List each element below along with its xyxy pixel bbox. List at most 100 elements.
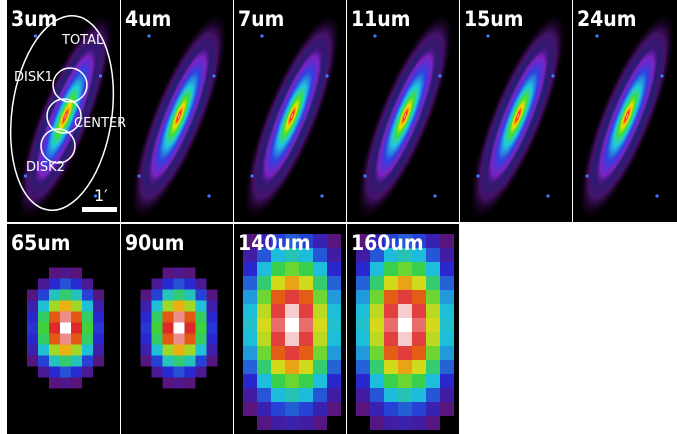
pixel <box>285 290 299 304</box>
panel: 24um <box>562 0 677 228</box>
pixel <box>27 301 38 312</box>
pixel <box>38 290 49 301</box>
pixel <box>313 290 327 304</box>
pixel <box>370 402 384 416</box>
panel: 140um <box>234 224 346 434</box>
pixel <box>271 402 285 416</box>
pixel <box>27 290 38 301</box>
pixel <box>185 301 196 312</box>
pixel <box>257 346 271 360</box>
pixel <box>163 378 174 389</box>
pixel <box>163 290 174 301</box>
pixel <box>398 318 412 332</box>
pixel <box>257 360 271 374</box>
scale-label: 1′ <box>94 186 108 205</box>
star <box>34 34 37 37</box>
pixel <box>38 323 49 334</box>
pixel <box>271 304 285 318</box>
pixel <box>426 304 440 318</box>
panel: 160um <box>347 224 459 434</box>
pixel <box>299 332 313 346</box>
pixel <box>257 262 271 276</box>
pixel <box>152 279 163 290</box>
pixel <box>174 356 185 367</box>
pixel <box>49 301 60 312</box>
star <box>438 74 441 77</box>
pixel <box>71 268 82 279</box>
pixel <box>285 346 299 360</box>
pixel <box>384 346 398 360</box>
star <box>99 74 102 77</box>
pixel <box>196 323 207 334</box>
star <box>585 174 588 177</box>
pixel <box>174 323 185 334</box>
pixel <box>370 304 384 318</box>
pixel <box>163 334 174 345</box>
star <box>325 74 328 77</box>
pixel <box>93 290 104 301</box>
pixel <box>93 334 104 345</box>
pixel <box>356 402 370 416</box>
pixel <box>299 318 313 332</box>
pixel <box>398 276 412 290</box>
pixel <box>440 374 454 388</box>
pixel <box>370 346 384 360</box>
pixel <box>243 402 257 416</box>
pixel <box>327 248 341 262</box>
pixel <box>426 402 440 416</box>
pixel <box>426 332 440 346</box>
pixel <box>412 388 426 402</box>
pixel <box>356 374 370 388</box>
star <box>546 194 549 197</box>
pixel <box>243 332 257 346</box>
pixel <box>49 279 60 290</box>
panel: 4um <box>114 0 245 228</box>
pixel <box>412 262 426 276</box>
pixel <box>174 290 185 301</box>
pixel <box>285 318 299 332</box>
pixel <box>71 323 82 334</box>
pixel <box>71 301 82 312</box>
pixel <box>82 279 93 290</box>
pixel <box>174 367 185 378</box>
pixel <box>207 290 218 301</box>
pixel <box>196 290 207 301</box>
pixel <box>163 323 174 334</box>
star <box>655 194 658 197</box>
pixel <box>141 290 152 301</box>
pixel <box>356 290 370 304</box>
pixel <box>60 268 71 279</box>
pixel <box>82 323 93 334</box>
pixel <box>141 301 152 312</box>
pixel <box>271 276 285 290</box>
pixel <box>174 378 185 389</box>
pixel <box>243 388 257 402</box>
pixel <box>163 301 174 312</box>
pixel <box>398 304 412 318</box>
pixel <box>412 360 426 374</box>
panel-label: 160um <box>351 231 424 255</box>
pixel <box>185 323 196 334</box>
pixel <box>49 356 60 367</box>
pixel <box>285 276 299 290</box>
pixel <box>152 334 163 345</box>
pixel <box>196 356 207 367</box>
pixel <box>440 346 454 360</box>
pixel <box>243 290 257 304</box>
pixel <box>49 367 60 378</box>
pixel <box>384 332 398 346</box>
pixel <box>327 234 341 248</box>
pixel <box>60 378 71 389</box>
pixel <box>60 279 71 290</box>
pixel <box>271 346 285 360</box>
pixel <box>271 262 285 276</box>
pixel <box>207 301 218 312</box>
pixel <box>71 367 82 378</box>
pixel <box>299 304 313 318</box>
pixel <box>285 402 299 416</box>
pixel <box>174 279 185 290</box>
panel-label: 65um <box>11 231 70 255</box>
pixel <box>313 360 327 374</box>
pixel <box>440 262 454 276</box>
pixel <box>327 318 341 332</box>
